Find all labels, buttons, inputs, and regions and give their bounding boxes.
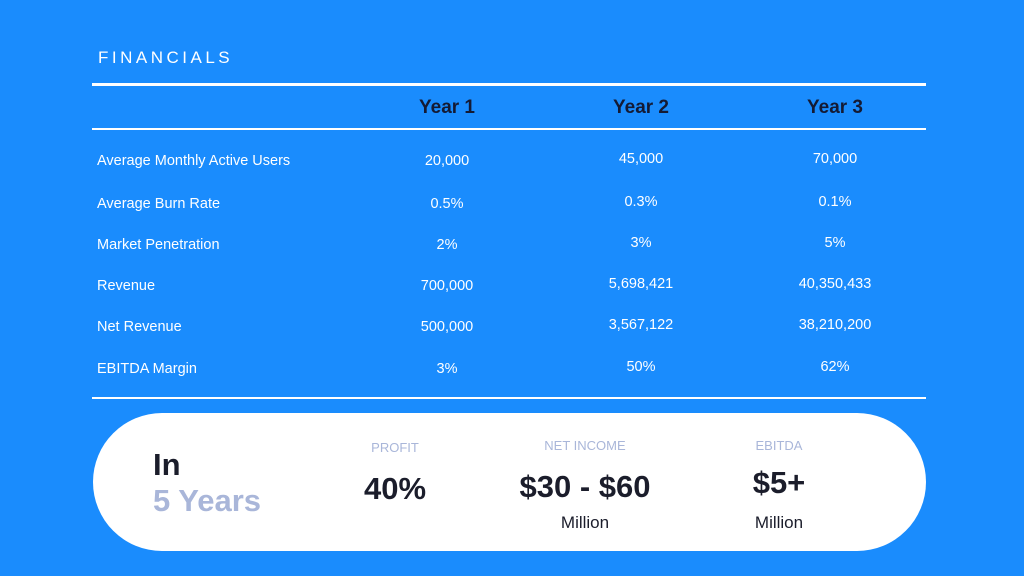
table-cell: 2% bbox=[436, 237, 458, 253]
row-label: Average Monthly Active Users bbox=[97, 153, 291, 169]
profit-label: PROFIT bbox=[371, 440, 419, 455]
table-cell: 5% bbox=[824, 235, 846, 251]
table-cell: 0.3% bbox=[624, 194, 658, 210]
table-cell: 45,000 bbox=[618, 151, 664, 167]
header-divider bbox=[92, 128, 926, 130]
table-cell: 50% bbox=[626, 359, 656, 375]
table-cell: 0.5% bbox=[430, 196, 464, 212]
summary-in: In bbox=[153, 447, 181, 482]
ebitda-label: EBITDA bbox=[755, 438, 803, 453]
table-cell: 62% bbox=[820, 359, 850, 375]
summary-card bbox=[93, 413, 926, 551]
row-label: Market Penetration bbox=[97, 237, 220, 253]
column-header-year-2: Year 2 bbox=[613, 97, 669, 118]
page-title: FINANCIALS bbox=[98, 48, 234, 67]
summary-years: 5 Years bbox=[153, 483, 262, 518]
table-cell: 5,698,421 bbox=[608, 276, 674, 292]
table-cell: 700,000 bbox=[420, 278, 474, 294]
net-income-label: NET INCOME bbox=[544, 438, 626, 453]
top-divider bbox=[92, 83, 926, 86]
row-label: Revenue bbox=[97, 278, 156, 294]
table-cell: 70,000 bbox=[812, 151, 858, 167]
column-header-year-3: Year 3 bbox=[807, 97, 863, 118]
table-cell: 0.1% bbox=[818, 194, 852, 210]
profit-value: 40% bbox=[363, 471, 427, 506]
column-header-year-1: Year 1 bbox=[419, 97, 475, 118]
row-label: Net Revenue bbox=[97, 319, 182, 335]
row-label: Average Burn Rate bbox=[97, 196, 221, 212]
table-cell: 3% bbox=[436, 361, 458, 377]
table-cell: 3% bbox=[630, 235, 652, 251]
row-label: EBITDA Margin bbox=[97, 361, 197, 377]
ebitda-unit: Million bbox=[754, 513, 804, 532]
table-cell: 38,210,200 bbox=[798, 317, 872, 333]
net-income-value: $30 - $60 bbox=[519, 469, 651, 504]
table-cell: 500,000 bbox=[420, 319, 474, 335]
table-cell: 20,000 bbox=[424, 153, 470, 169]
table-cell: 40,350,433 bbox=[798, 276, 872, 292]
net-income-unit: Million bbox=[560, 513, 610, 532]
bottom-divider bbox=[92, 397, 926, 399]
ebitda-value: $5+ bbox=[752, 465, 806, 500]
table-cell: 3,567,122 bbox=[608, 317, 674, 333]
